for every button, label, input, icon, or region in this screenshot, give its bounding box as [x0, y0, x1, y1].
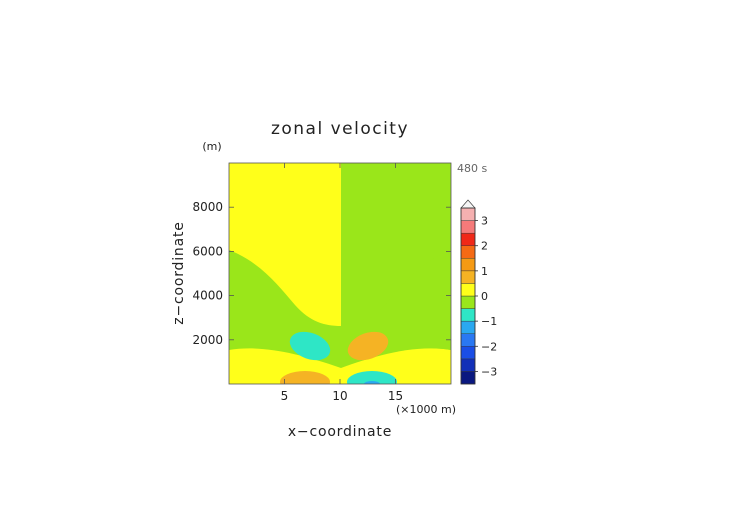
contour-field [229, 163, 451, 384]
colorbar-swatch [460, 220, 476, 234]
colorbar-tick-label: −2 [481, 340, 497, 353]
colorbar-extension-arrow [460, 199, 476, 209]
x-unit-label: (×1000 m) [396, 403, 456, 416]
colorbar: 3 2 1 0 −1 −2 −3 [460, 199, 497, 385]
colorbar-swatch [460, 320, 476, 334]
x-tick-label: 15 [388, 389, 403, 403]
y-tick-label: 4000 [192, 289, 223, 303]
field-cell-right-low-negative [347, 371, 397, 384]
colorbar-swatch [460, 232, 476, 246]
y-unit-label: (m) [202, 140, 221, 153]
plot-area: 5 10 15 2000 4000 6000 8000 [192, 162, 452, 403]
field-region-right-upper [341, 163, 451, 326]
chart-title: zonal velocity [271, 119, 409, 139]
field-region-left-upper [229, 163, 341, 326]
y-tick-label: 2000 [192, 333, 223, 347]
colorbar-tick-label: 3 [481, 215, 488, 228]
colorbar-swatch [460, 258, 476, 272]
x-tick-label: 5 [281, 389, 289, 403]
field-cell-left-low-positive [280, 371, 330, 384]
colorbar-tick-label: −3 [481, 365, 497, 378]
field-cell-left-negative [289, 331, 331, 361]
field-cell-right-low-core [364, 381, 380, 384]
x-tick-label: 10 [332, 389, 347, 403]
colorbar-tick-label: −1 [481, 315, 497, 328]
y-axis: 2000 4000 6000 8000 [192, 200, 451, 347]
time-label: 480 s [457, 162, 487, 175]
x-axis-label: x−coordinate [288, 424, 392, 440]
y-axis-label: z−coordinate [171, 221, 187, 324]
colorbar-swatch [460, 295, 476, 309]
y-tick-label: 6000 [192, 244, 223, 258]
colorbar-swatch [460, 270, 476, 284]
colorbar-tick-label: 0 [481, 290, 488, 303]
y-tick-label: 8000 [192, 200, 223, 214]
colorbar-swatch [460, 333, 476, 347]
x-axis: 5 10 15 [281, 163, 403, 403]
colorbar-swatch [460, 346, 476, 360]
colorbar-tick-label: 2 [481, 240, 488, 253]
colorbar-swatch [460, 358, 476, 372]
colorbar-swatch [460, 283, 476, 297]
colorbar-swatch [460, 207, 476, 221]
colorbar-swatch [460, 245, 476, 259]
colorbar-swatch [460, 371, 476, 385]
field-cell-right-positive [347, 331, 389, 361]
colorbar-tick-label: 1 [481, 265, 488, 278]
colorbar-swatch [460, 308, 476, 322]
